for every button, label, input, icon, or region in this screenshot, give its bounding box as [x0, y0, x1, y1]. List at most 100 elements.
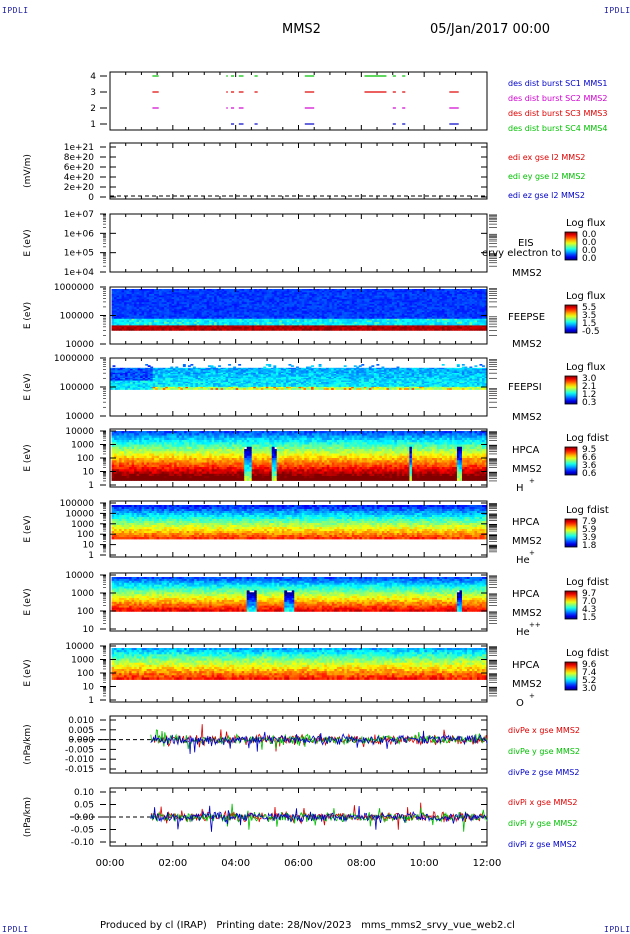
spectro-cell [339, 329, 342, 331]
spectro-cell [143, 388, 146, 390]
spectro-cell [133, 388, 136, 390]
spectro-cell [337, 329, 340, 331]
spectro-cell [272, 329, 275, 331]
spectro-cell [182, 329, 185, 331]
spectro-cell [417, 329, 420, 331]
spectro-cell [228, 364, 231, 366]
spectro-cell [244, 329, 247, 331]
spectro-cell [279, 329, 282, 331]
panel-instrument-label: FEEPSE [508, 312, 545, 323]
spectro-cell [399, 329, 402, 331]
spectro-cell [192, 329, 195, 331]
spectro-cell [125, 388, 128, 390]
spectro-cell [474, 329, 477, 331]
spectro-cell [200, 388, 203, 390]
panel-overlay-label: ervy electron to [482, 248, 561, 259]
spectro-cell [317, 329, 320, 331]
spectro-cell [242, 329, 245, 331]
spectro-cell [322, 329, 325, 331]
legend-edi: edi ey gse l2 MMS2 [508, 172, 586, 181]
spectro-cell [216, 388, 219, 390]
spectro-cell [442, 329, 445, 331]
panel-sc-label: MMS2 [512, 339, 542, 350]
spectro-cell [344, 329, 347, 331]
spectro-cell [218, 388, 221, 390]
spectro-cell [209, 329, 212, 331]
spectro-cell [264, 329, 267, 331]
y-tick-label: 1e+04 [64, 268, 95, 278]
spectro-cell [419, 329, 422, 331]
spectro-cell [237, 329, 240, 331]
spectro-cell [404, 329, 407, 331]
legend-burst: des dist burst SC2 MMS2 [508, 94, 607, 103]
spectro-cell [134, 329, 137, 331]
y-axis-label-edi: (mV/m) [23, 154, 33, 188]
spectro-cell [314, 329, 317, 331]
panel-sc-label: MMS2 [512, 268, 542, 279]
spectro-cell [132, 329, 135, 331]
spectro-cell [342, 329, 345, 331]
spectro-cell [429, 329, 432, 331]
spectro-cell [412, 329, 415, 331]
spectro-cell [214, 329, 217, 331]
spectro-cell [384, 329, 387, 331]
y-tick-label: 4e+20 [64, 173, 95, 183]
spectro-cell [472, 329, 475, 331]
spectro-cell [218, 365, 221, 367]
y-axis-label-feepse: E (eV) [23, 302, 33, 329]
spectro-cell [357, 329, 360, 331]
spectro-cell [118, 388, 121, 390]
spectro-cell [138, 388, 141, 390]
spectro-cell [129, 329, 132, 331]
spectro-cell [469, 329, 472, 331]
spectro-cell [206, 388, 209, 390]
legend-burst: des dist burst SC1 MMS1 [508, 79, 607, 88]
spectro-cell [464, 329, 467, 331]
spectro-cell [148, 365, 151, 367]
y-axis-label-eis: E (eV) [23, 229, 33, 256]
spectro-cell [457, 329, 460, 331]
spectro-cell [369, 329, 372, 331]
spectro-cell [139, 329, 142, 331]
spectro-cell [155, 388, 158, 390]
y-tick-label: 2e+20 [64, 183, 95, 193]
spectro-cell [185, 388, 188, 390]
spectro-cell [175, 388, 178, 390]
spectro-cell [482, 329, 485, 331]
spectro-cell [229, 329, 232, 331]
spectro-cell [324, 329, 327, 331]
y-tick-label: 1000000 [54, 283, 94, 293]
spectro-cell [198, 388, 201, 390]
spectro-cell [144, 329, 147, 331]
y-tick-label: 1e+06 [64, 229, 95, 239]
y-tick-label: 6e+20 [64, 163, 95, 173]
spectro-cell [183, 388, 186, 390]
spectro-cell [172, 329, 175, 331]
spectro-cell [392, 329, 395, 331]
spectro-cell [249, 329, 252, 331]
spectro-cell [213, 388, 216, 390]
spectro-cell [347, 329, 350, 331]
spectro-cell [287, 329, 290, 331]
spectro-cell [202, 329, 205, 331]
spectro-cell [113, 365, 116, 367]
spectro-cell [299, 329, 302, 331]
colorbar-tick-label: -0.5 [582, 327, 600, 337]
spectro-cell [247, 329, 250, 331]
spectro-cell [354, 329, 357, 331]
spectro-cell [394, 329, 397, 331]
spectro-cell [119, 329, 122, 331]
spectro-cell [227, 329, 230, 331]
spectro-cell [137, 329, 140, 331]
colorbar-tick-label: 0.0 [582, 254, 597, 264]
spectro-cell [294, 329, 297, 331]
spectro-cell [267, 329, 270, 331]
spectro-cell [226, 388, 229, 390]
spectro-cell [223, 388, 226, 390]
spectro-cell [427, 329, 430, 331]
spectro-cell [352, 329, 355, 331]
spectrogram-feepsi [110, 364, 487, 390]
spectro-cell [120, 388, 123, 390]
spectro-cell [199, 329, 202, 331]
